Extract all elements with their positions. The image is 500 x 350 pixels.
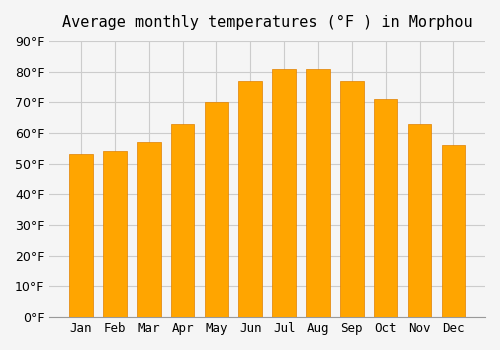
Bar <box>374 99 398 317</box>
Bar <box>238 81 262 317</box>
Bar <box>103 152 126 317</box>
Bar <box>204 102 229 317</box>
Bar <box>272 69 296 317</box>
Bar <box>408 124 432 317</box>
Bar <box>170 124 194 317</box>
Bar <box>306 69 330 317</box>
Title: Average monthly temperatures (°F ) in Morphou: Average monthly temperatures (°F ) in Mo… <box>62 15 472 30</box>
Bar <box>442 145 465 317</box>
Bar <box>340 81 363 317</box>
Bar <box>69 154 93 317</box>
Bar <box>137 142 160 317</box>
